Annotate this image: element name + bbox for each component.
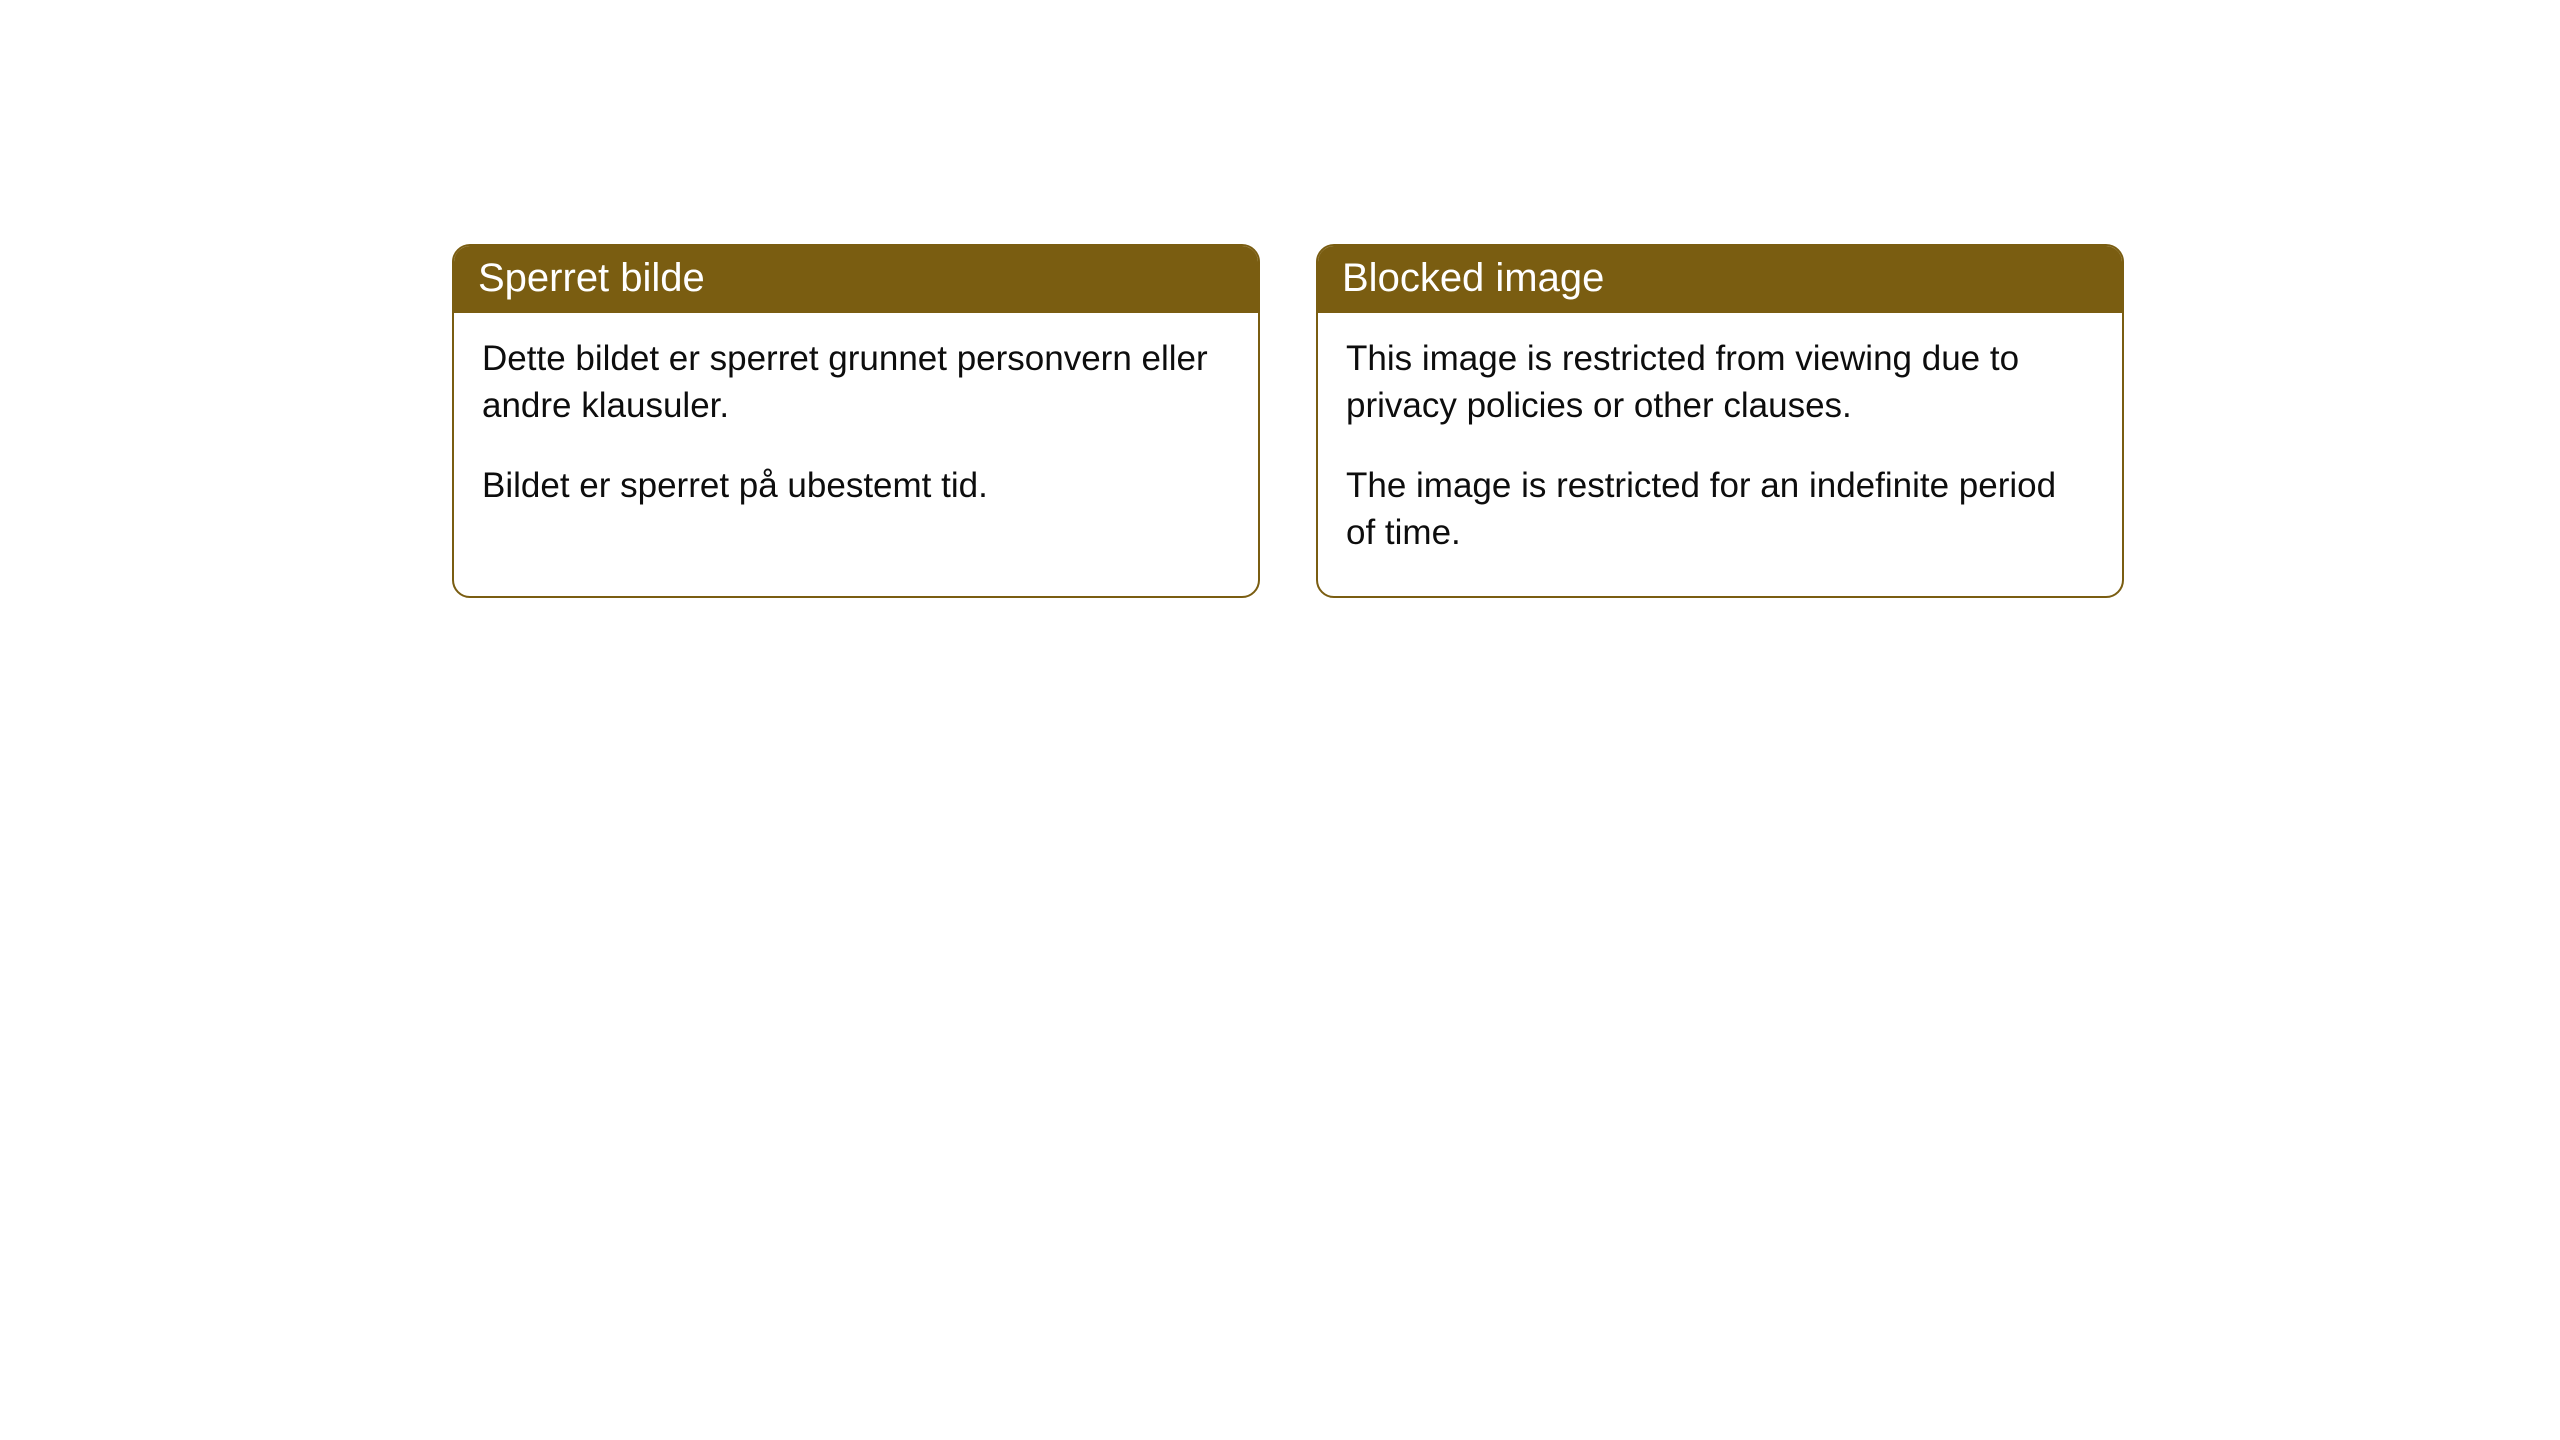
card-paragraph: Bildet er sperret på ubestemt tid. bbox=[482, 462, 1230, 509]
card-paragraph: Dette bildet er sperret grunnet personve… bbox=[482, 335, 1230, 430]
card-header: Sperret bilde bbox=[454, 246, 1258, 313]
notice-cards-container: Sperret bilde Dette bildet er sperret gr… bbox=[452, 244, 2124, 598]
card-body: This image is restricted from viewing du… bbox=[1318, 313, 2122, 596]
card-body: Dette bildet er sperret grunnet personve… bbox=[454, 313, 1258, 549]
card-paragraph: This image is restricted from viewing du… bbox=[1346, 335, 2094, 430]
card-header: Blocked image bbox=[1318, 246, 2122, 313]
notice-card-norwegian: Sperret bilde Dette bildet er sperret gr… bbox=[452, 244, 1260, 598]
notice-card-english: Blocked image This image is restricted f… bbox=[1316, 244, 2124, 598]
card-title: Sperret bilde bbox=[478, 256, 705, 300]
card-paragraph: The image is restricted for an indefinit… bbox=[1346, 462, 2094, 557]
card-title: Blocked image bbox=[1342, 256, 1604, 300]
